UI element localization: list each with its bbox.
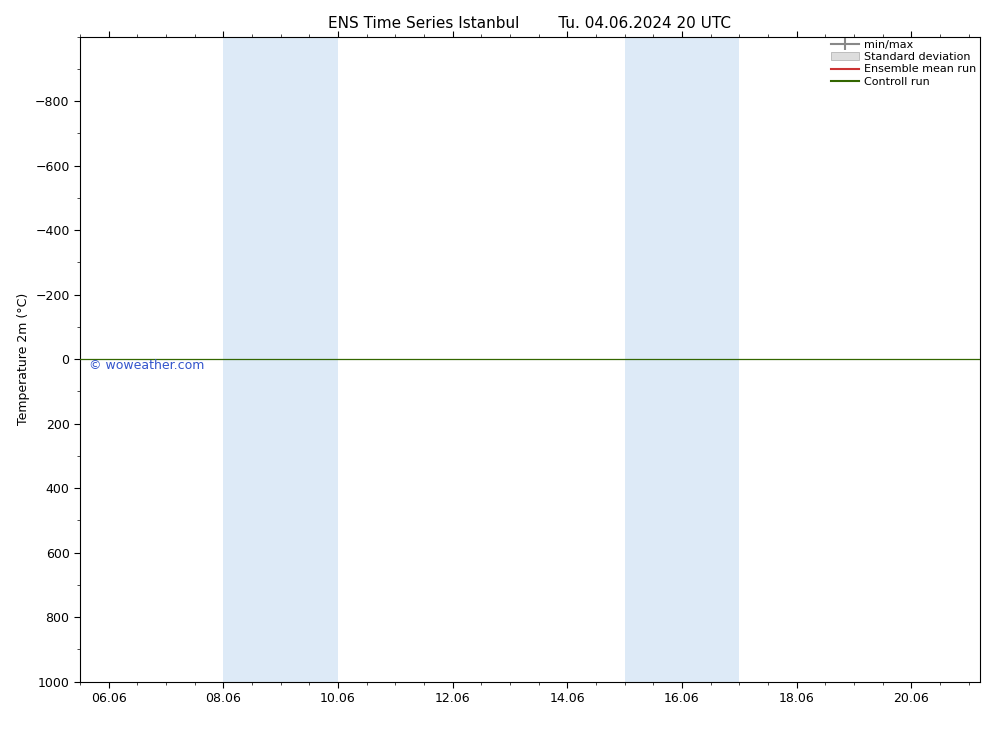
Y-axis label: Temperature 2m (°C): Temperature 2m (°C): [17, 293, 30, 425]
Bar: [625, 37, 739, 682]
Text: © woweather.com: © woweather.com: [89, 359, 204, 372]
Title: ENS Time Series Istanbul        Tu. 04.06.2024 20 UTC: ENS Time Series Istanbul Tu. 04.06.2024 …: [328, 16, 732, 32]
Legend: min/max, Standard deviation, Ensemble mean run, Controll run: min/max, Standard deviation, Ensemble me…: [831, 40, 977, 86]
Bar: [223, 37, 338, 682]
